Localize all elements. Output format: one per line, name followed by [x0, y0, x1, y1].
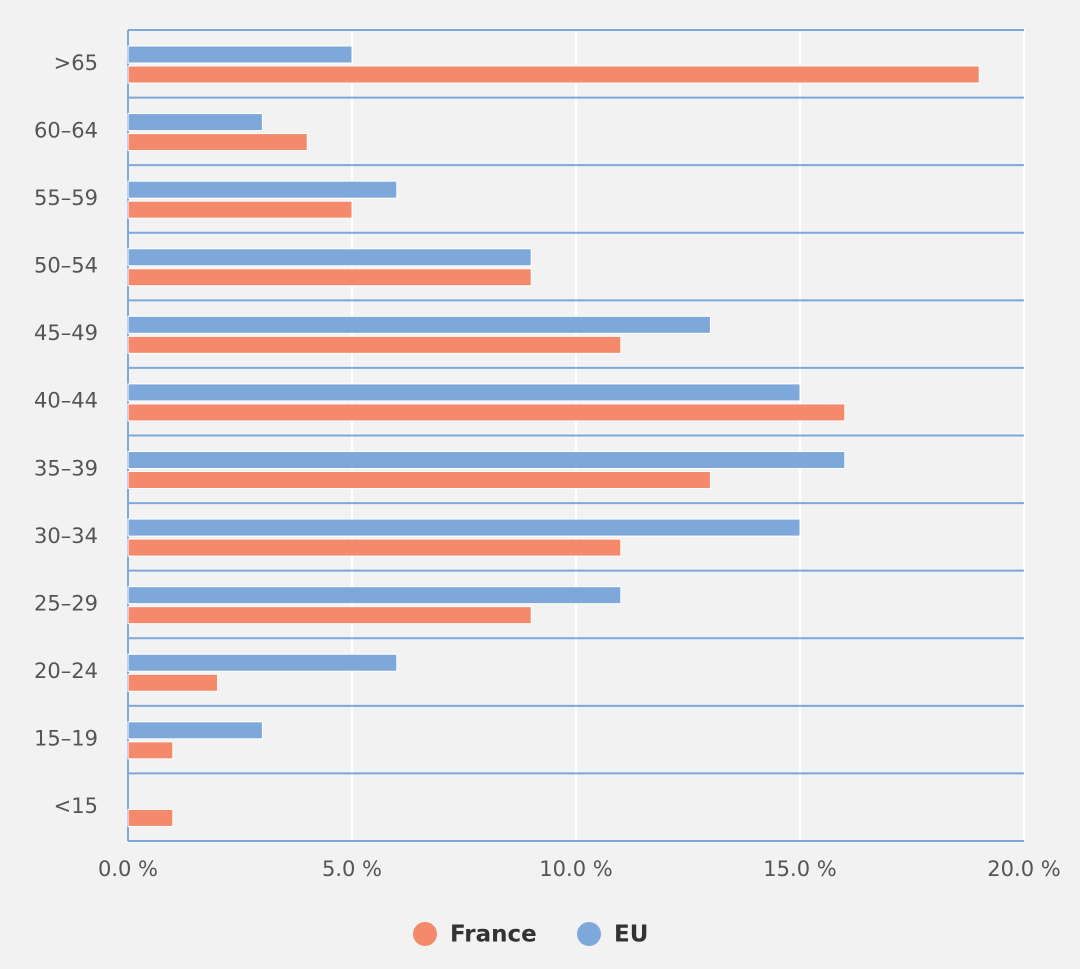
bar [127, 673, 219, 692]
legend-label: France [450, 922, 537, 948]
y-tick-label: 45–49 [34, 321, 98, 345]
y-tick-label: 55–59 [34, 186, 98, 210]
legend-label: EU [614, 922, 648, 948]
y-tick-label: 50–54 [34, 254, 98, 278]
bar [127, 335, 622, 354]
bar [127, 268, 532, 287]
bar [127, 403, 846, 422]
bar [127, 518, 801, 537]
x-tick-label: 10.0 % [539, 857, 612, 881]
bar [127, 451, 846, 469]
bar [127, 315, 711, 334]
bar [127, 586, 622, 605]
legend-marker [413, 922, 437, 946]
x-tick-label: 0.0 % [98, 857, 158, 881]
y-tick-label: 60–64 [34, 118, 98, 142]
bar [127, 113, 263, 132]
bar [127, 383, 801, 402]
y-tick-label: 35–39 [34, 456, 98, 480]
y-tick-label: >65 [54, 51, 98, 75]
bar [127, 606, 532, 625]
y-tick-label: 15–19 [34, 727, 98, 751]
y-tick-label: 40–44 [34, 389, 98, 413]
x-tick-label: 15.0 % [763, 857, 836, 881]
bar [127, 180, 398, 199]
bar [127, 200, 353, 219]
bar [127, 808, 174, 827]
bar [127, 538, 622, 557]
x-tick-label: 5.0 % [322, 857, 382, 881]
bar [127, 721, 263, 740]
bar [127, 741, 174, 760]
y-tick-label: <15 [54, 794, 98, 818]
legend-marker [577, 922, 601, 946]
bar [127, 653, 398, 672]
x-tick-label: 20.0 % [987, 857, 1060, 881]
bar [127, 471, 711, 489]
y-tick-label: 20–24 [34, 659, 98, 683]
bar [127, 45, 353, 64]
bar [127, 248, 532, 267]
bar [127, 65, 980, 84]
y-tick-label: 30–34 [34, 524, 98, 548]
y-tick-label: 25–29 [34, 591, 98, 615]
bar [127, 133, 308, 152]
